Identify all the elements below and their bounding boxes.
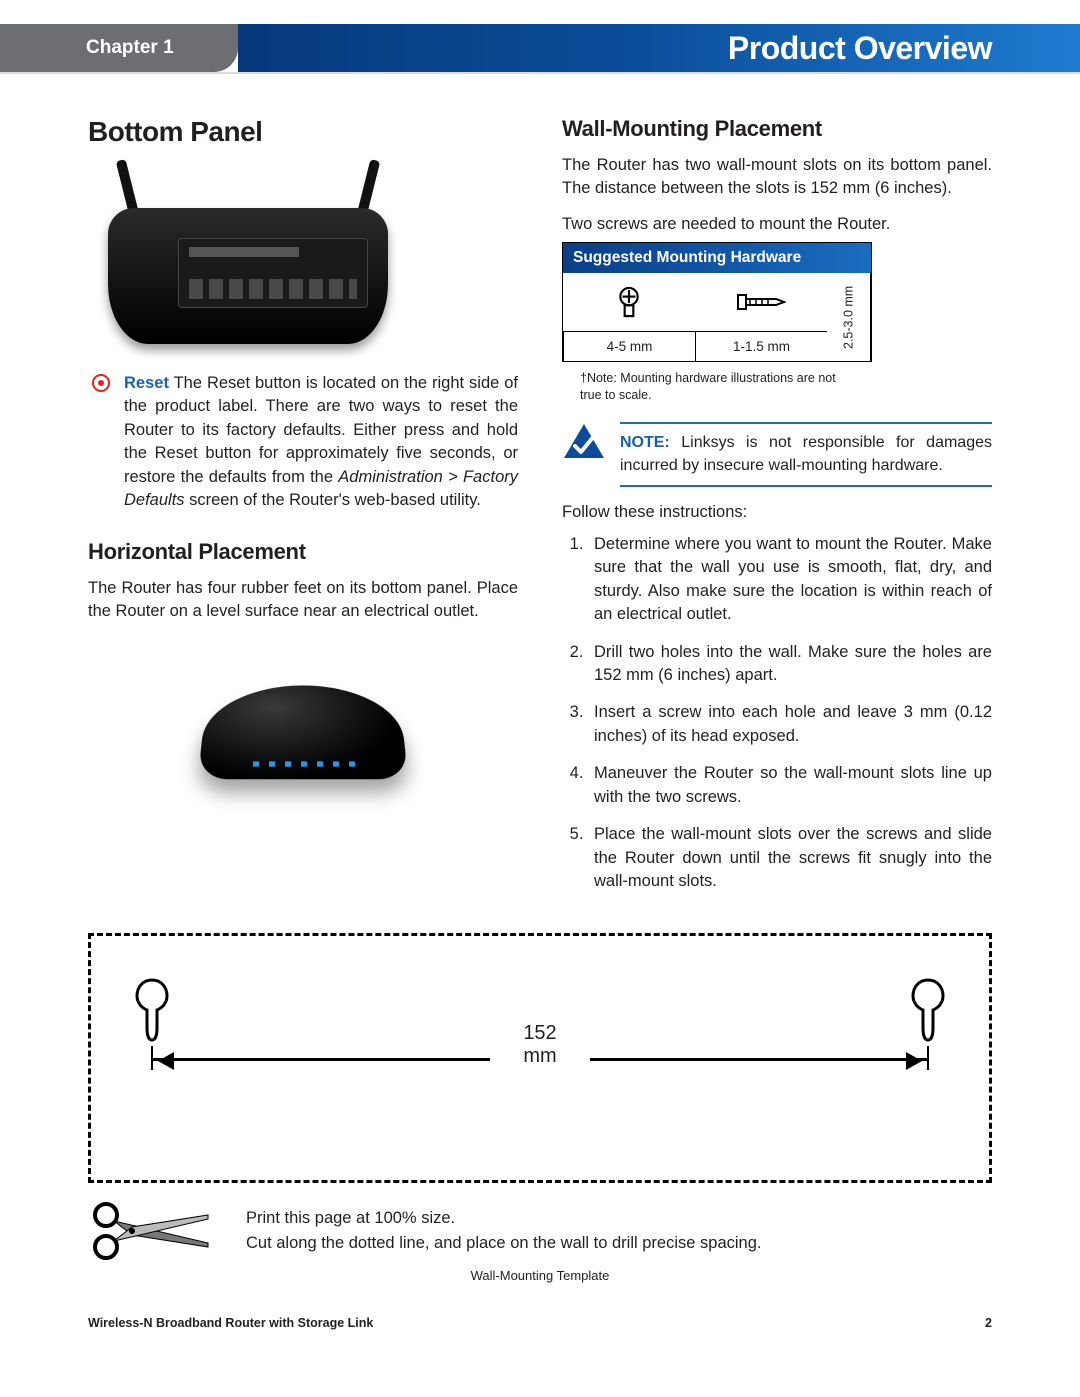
header-rule	[0, 72, 1080, 74]
wallmount-p2: Two screws are needed to mount the Route…	[562, 213, 992, 236]
right-column: Wall-Mounting Placement The Router has t…	[562, 116, 992, 907]
horizontal-text: The Router has four rubber feet on its b…	[88, 577, 518, 624]
note-box: NOTE: Linksys is not responsible for dam…	[562, 422, 992, 487]
step-2: Drill two holes into the wall. Make sure…	[588, 641, 992, 688]
heading-bottom-panel: Bottom Panel	[88, 116, 518, 148]
scissors-icon	[88, 1201, 218, 1261]
content-grid: Bottom Panel Reset The Reset button is l…	[0, 72, 1080, 907]
follow-instructions: Follow these instructions:	[562, 501, 992, 524]
print-instructions: Print this page at 100% size. Cut along …	[246, 1205, 762, 1258]
hardware-table-head: Suggested Mounting Hardware	[563, 243, 871, 273]
screw-head-icon	[563, 273, 695, 331]
step-1: Determine where you want to mount the Ro…	[588, 533, 992, 627]
hw-col3-val: 2.5-3.0 mm	[827, 273, 871, 361]
step-4: Maneuver the Router so the wall-mount sl…	[588, 762, 992, 809]
slot-right-icon	[909, 978, 947, 1044]
router-bottom-image	[88, 164, 408, 354]
title-bar: Product Overview	[238, 24, 1080, 72]
reset-note: Reset The Reset button is located on the…	[88, 372, 518, 513]
footer: Wireless-N Broadband Router with Storage…	[0, 1286, 1080, 1330]
chapter-tab: Chapter 1	[0, 24, 238, 72]
hw-col1-val: 4-5 mm	[563, 331, 695, 361]
hardware-table: Suggested Mounting Hardware 4-5 mm 1-1.5…	[562, 242, 872, 362]
checkmark-icon	[562, 422, 606, 462]
footer-page: 2	[985, 1316, 992, 1330]
step-5: Place the wall-mount slots over the scre…	[588, 823, 992, 893]
reset-text: Reset The Reset button is located on the…	[124, 372, 518, 513]
heading-wallmount: Wall-Mounting Placement	[562, 116, 992, 142]
page-title: Product Overview	[728, 30, 992, 67]
dimension-label: 152 mm	[490, 1022, 590, 1068]
step-3: Insert a screw into each hole and leave …	[588, 701, 992, 748]
reset-label: Reset	[124, 374, 169, 392]
header: Product Overview Chapter 1	[0, 0, 1080, 72]
note-text: NOTE: Linksys is not responsible for dam…	[620, 422, 992, 487]
wallmount-p1: The Router has two wall-mount slots on i…	[562, 154, 992, 201]
template-section: 152 mm Print this page at 100% size. Cut…	[0, 907, 1080, 1285]
mounting-template: 152 mm	[88, 933, 992, 1183]
screw-side-icon	[695, 273, 827, 331]
router-top-image	[183, 637, 423, 807]
chapter-label: Chapter 1	[86, 37, 174, 59]
template-caption: Wall-Mounting Template	[88, 1267, 992, 1285]
print-line-1: Print this page at 100% size.	[246, 1207, 762, 1230]
footer-product: Wireless-N Broadband Router with Storage…	[88, 1316, 373, 1330]
page: Product Overview Chapter 1 Bottom Panel …	[0, 0, 1080, 1397]
steps-list: Determine where you want to mount the Ro…	[582, 533, 992, 893]
note-label: NOTE:	[620, 434, 670, 451]
hw-col2-val: 1-1.5 mm	[695, 331, 827, 361]
slot-left-icon	[133, 978, 171, 1044]
hardware-note: †Note: Mounting hardware illustrations a…	[580, 370, 850, 404]
print-line-2: Cut along the dotted line, and place on …	[246, 1232, 762, 1255]
heading-horizontal: Horizontal Placement	[88, 539, 518, 565]
scissors-row: Print this page at 100% size. Cut along …	[88, 1201, 992, 1261]
left-column: Bottom Panel Reset The Reset button is l…	[88, 116, 518, 907]
reset-button-icon	[92, 374, 110, 392]
